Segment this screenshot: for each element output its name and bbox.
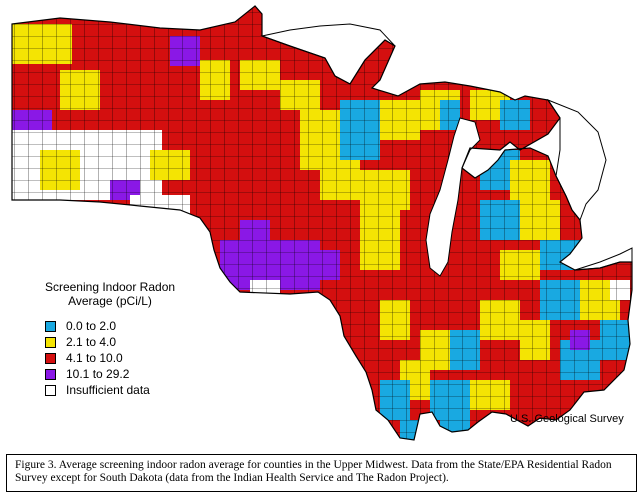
map-legend: Screening Indoor Radon Average (pCi/L) 0… [30,280,210,398]
legend-label-very-high: 10.1 to 29.2 [66,367,130,381]
legend-label-high: 4.1 to 10.0 [66,351,123,365]
legend-label-low: 0.0 to 2.0 [66,319,117,333]
legend-item-low: 0.0 to 2.0 [45,318,210,334]
legend-swatch-moderate [45,336,56,348]
legend-label-moderate: 2.1 to 4.0 [66,335,117,349]
legend-item-high: 4.1 to 10.0 [45,350,210,366]
radon-county-map [11,5,633,441]
legend-label-no-data: Insufficient data [66,383,150,397]
legend-title: Screening Indoor Radon Average (pCi/L) [30,280,190,308]
legend-item-very-high: 10.1 to 29.2 [45,366,210,382]
figure-caption: Figure 3. Average screening indoor radon… [15,459,612,484]
legend-list: 0.0 to 2.0 2.1 to 4.0 4.1 to 10.0 10.1 t… [30,318,210,398]
legend-swatch-low [45,320,56,332]
legend-swatch-very-high [45,368,56,380]
source-credit: U.S. Geological Survey [510,413,624,425]
figure-caption-box: Figure 3. Average screening indoor radon… [6,454,637,492]
legend-title-line-2: Average (pCi/L) [68,294,152,308]
legend-item-moderate: 2.1 to 4.0 [45,334,210,350]
legend-item-no-data: Insufficient data [45,382,210,398]
legend-swatch-high [45,352,56,364]
legend-swatch-no-data [45,384,56,396]
legend-title-line-1: Screening Indoor Radon [44,280,176,294]
